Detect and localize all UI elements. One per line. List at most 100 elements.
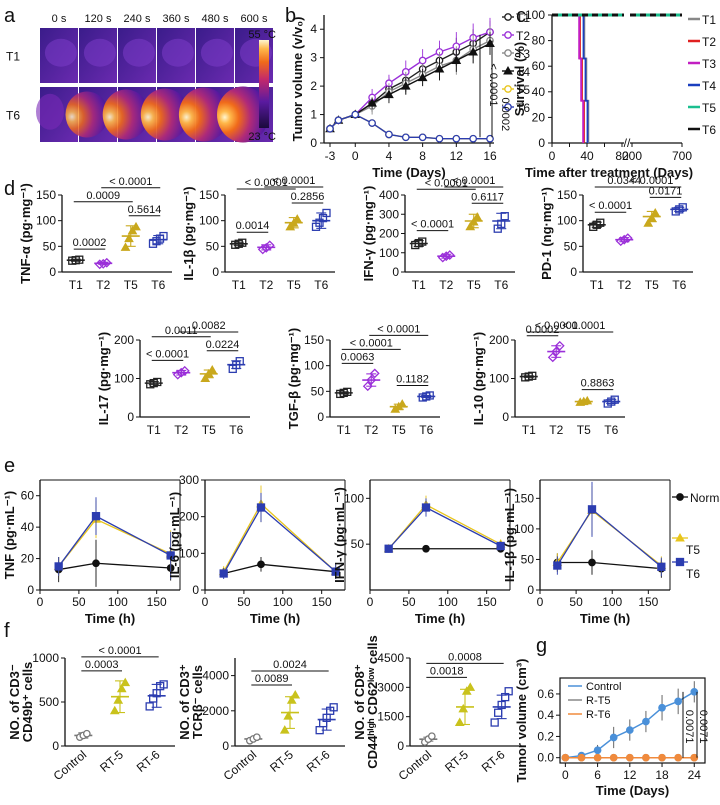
e1-x-axis-label: Time (h) xyxy=(250,611,300,626)
d0-point-3-3 xyxy=(159,231,168,241)
f0-point-1-1 xyxy=(113,695,124,704)
b-point-T6-3 xyxy=(368,119,376,127)
e2-y-axis-label: IFN-γ (pg·mL⁻¹) xyxy=(332,487,347,583)
d0-ytick-label-2: 100 xyxy=(36,214,56,228)
d3-xtick-label-3: T6 xyxy=(672,278,686,292)
d5-pval-3: < 0.0001 xyxy=(377,323,420,335)
d1-xtick-label-0: T1 xyxy=(232,278,246,292)
e1-xtick-label-1: 50 xyxy=(237,595,251,609)
e-plot-0: 0 50 100 150 0 20 40 60 Time (h) TNF (pg·mL⁻¹) xyxy=(2,479,181,626)
d4-xtick-label-2: T5 xyxy=(202,423,216,437)
d3-ytick-label-0: 0 xyxy=(570,265,577,279)
b-legend-label-T6: T6 xyxy=(516,101,530,115)
b-point-T6-7 xyxy=(435,134,444,143)
b-legend-label-T5: T5 xyxy=(516,83,530,97)
d6-ytick-label-1: 100 xyxy=(489,372,509,386)
g-pval-0: 0.0071 xyxy=(683,710,695,744)
d0-y-axis-label: TNF-α (pg·mg⁻¹) xyxy=(18,183,33,284)
d0-xtick-label-3: T6 xyxy=(151,278,165,292)
row-label-T1: T1 xyxy=(6,50,20,64)
d4-xtick-label-0: T1 xyxy=(147,423,161,437)
hot-spot-4 xyxy=(178,87,230,142)
d3-xtick-label-0: T1 xyxy=(590,278,604,292)
d6-point-2-2 xyxy=(582,395,593,405)
e3-line-T5 xyxy=(556,509,662,567)
g-ytick-label-3: 0.6 xyxy=(537,687,554,701)
e2-xtick-label-3: 150 xyxy=(477,595,497,609)
e0-x-axis-label: Time (h) xyxy=(85,611,135,626)
hot-spot-5 xyxy=(217,86,269,143)
f0-xtick-label-1: RT-5 xyxy=(97,747,126,775)
e1-ytick-label-1: 100 xyxy=(179,546,199,560)
e0-ytick-label-0: 0 xyxy=(27,583,34,597)
g-xtick-label-2: 12 xyxy=(623,768,637,782)
d6-xtick-label-2: T5 xyxy=(577,423,591,437)
panel-label-a: a xyxy=(4,5,16,27)
d6-pval-0: 0.0002 xyxy=(526,324,560,336)
f2-point-0-2 xyxy=(427,732,436,741)
d-plot-0: 0 50 100 150 T1 T2 T5 T6 0.0002 0.5614 0.0009 < 0.0… xyxy=(18,176,172,292)
g-point-R-T6-7 xyxy=(674,753,682,762)
d5-point-2-2 xyxy=(397,399,408,408)
e3-point-Normal-1 xyxy=(588,558,596,567)
b-xtick-label-1: 0 xyxy=(352,149,359,163)
g-point-Control-4 xyxy=(625,726,634,734)
c-ytick-label-5: 100 xyxy=(525,8,545,22)
d0-point-2-1 xyxy=(124,233,134,243)
panel-label-c: c xyxy=(516,5,526,27)
b-ytick-label-0: 0 xyxy=(310,136,317,150)
g-point-Control-8 xyxy=(690,687,699,696)
c-xtick-label-4: 80 xyxy=(615,149,629,163)
g-xtick-label-0: 0 xyxy=(562,768,569,782)
d5-xtick-label-2: T5 xyxy=(392,423,406,437)
d5-ytick-label-0: 0 xyxy=(317,410,324,424)
d2-ytick-label-2: 200 xyxy=(379,227,399,241)
f0-y-axis-label-top: NO. of CD3⁻ xyxy=(7,664,22,740)
b-legend-marker-T6 xyxy=(504,103,512,111)
b-legend-label-T3: T3 xyxy=(516,47,530,61)
e2-xtick-label-1: 50 xyxy=(402,595,416,609)
e0-xtick-label-0: 0 xyxy=(37,595,44,609)
d2-point-3-1 xyxy=(497,219,506,229)
d2-ytick-label-1: 100 xyxy=(379,246,399,260)
b-point-T6-0 xyxy=(326,124,334,133)
g-point-R-T6-0 xyxy=(561,753,570,762)
cytokine-dot-plots: 0 50 100 150 T1 T2 T5 T6 0.0002 0.5614 0.0009 < 0.0… xyxy=(18,175,693,437)
d1-pval-3: < 0.0001 xyxy=(272,175,315,187)
f1-pval-1: 0.0024 xyxy=(273,659,307,671)
e1-xtick-label-0: 0 xyxy=(202,595,209,609)
hot-spot-1 xyxy=(65,91,109,138)
b-pval-0: < 0.0001 xyxy=(487,63,499,106)
f1-y-axis-label-top: NO. of CD3⁺ xyxy=(177,664,192,740)
f1-xtick-label-1: RT-5 xyxy=(267,747,296,775)
b-legend-marker-T2 xyxy=(504,31,512,39)
d1-point-1-2 xyxy=(264,240,275,251)
color-scale-bar xyxy=(259,40,269,128)
e1-point-T6-2 xyxy=(331,567,340,576)
g-point-R-T6-2 xyxy=(593,753,602,762)
d2-ytick-label-4: 400 xyxy=(379,188,399,202)
f1-y-axis-label-bot: TCRβ⁻ cells xyxy=(190,665,205,739)
e2-point-T6-0 xyxy=(384,544,393,553)
d0-ytick-label-0: 0 xyxy=(49,265,56,279)
e3-point-T6-2 xyxy=(657,562,666,571)
d6-pval-3: < 0.0001 xyxy=(562,320,605,332)
g-ytick-label-0: 0.0 xyxy=(537,751,554,765)
d2-xtick-label-1: T2 xyxy=(439,278,453,292)
e0-ytick-label-2: 40 xyxy=(21,520,35,534)
f2-y-axis-label-bot: CD44ʰⁱᵍʰ CD62ˡᵒʷ cells xyxy=(365,635,380,769)
warm-area-0 xyxy=(36,93,64,130)
f0-pval-1: < 0.0001 xyxy=(98,645,141,657)
body-area-1 xyxy=(83,38,116,67)
b-point-T4-4 xyxy=(384,89,394,99)
b-legend-marker-T3 xyxy=(504,49,512,57)
b-ytick-label-1: 1 xyxy=(310,108,317,122)
d4-ytick-label-0: 0 xyxy=(127,410,134,424)
d4-pval-3: 0.0082 xyxy=(192,320,226,332)
f2-point-2-2 xyxy=(497,700,506,710)
f1-point-1-2 xyxy=(286,695,297,704)
